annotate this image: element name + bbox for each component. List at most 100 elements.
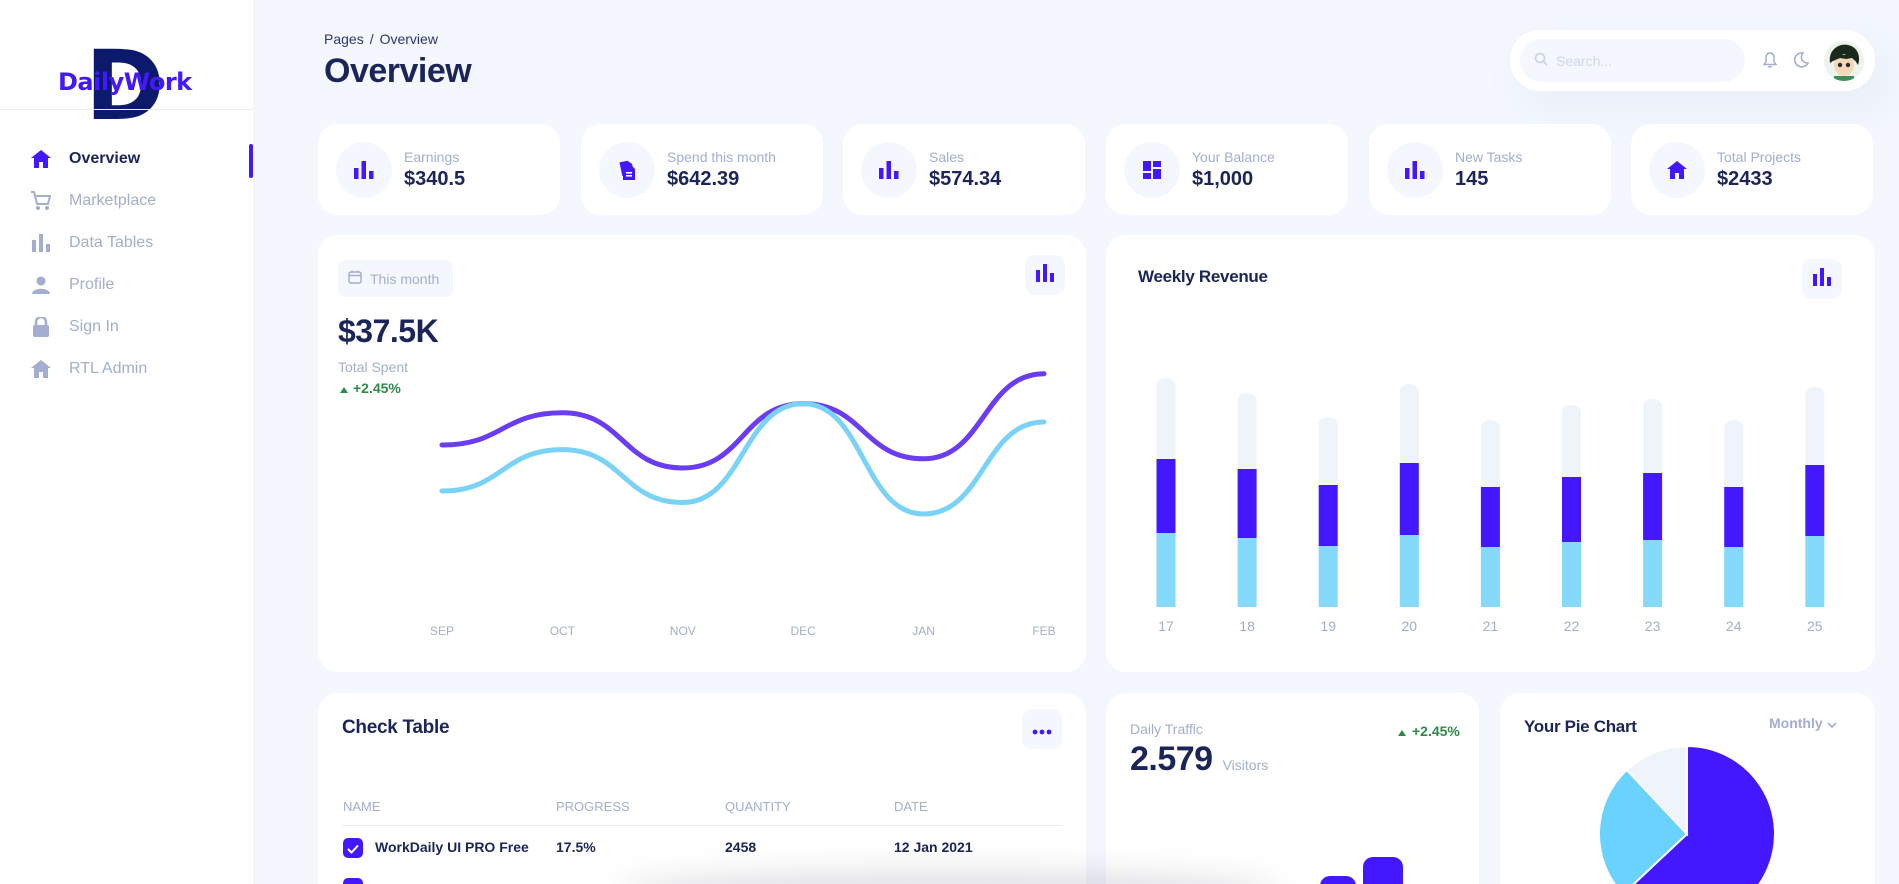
- home-icon: [30, 148, 52, 170]
- bar-segment-19-2[interactable]: [1318, 485, 1338, 546]
- row-checkbox[interactable]: [343, 878, 363, 884]
- search-box: [1520, 39, 1745, 82]
- avatar[interactable]: [1824, 41, 1864, 81]
- bar-segment-25-1[interactable]: [1805, 536, 1825, 607]
- stat-card-sales: Sales $574.34: [843, 124, 1085, 215]
- bar-segment-22-1[interactable]: [1562, 542, 1581, 607]
- bar-segment-23-1[interactable]: [1643, 540, 1663, 607]
- bar-segment-21-1[interactable]: [1480, 547, 1500, 607]
- bar-cap: [1562, 405, 1581, 419]
- bar-segment-24-1[interactable]: [1724, 547, 1744, 607]
- breadcrumb-current[interactable]: Overview: [379, 31, 438, 47]
- bar-segment-21-2[interactable]: [1480, 487, 1500, 547]
- search-input[interactable]: [1556, 52, 1726, 69]
- x-tick-label: SEP: [430, 624, 454, 638]
- x-tick-label: 24: [1726, 618, 1742, 634]
- top-toolbar: [1510, 30, 1875, 91]
- bar-segment-18-1[interactable]: [1237, 538, 1257, 607]
- stat-value: $642.39: [667, 167, 740, 190]
- bell-icon[interactable]: [1760, 50, 1780, 70]
- bar-segment-23-3[interactable]: [1643, 406, 1663, 473]
- column-header-name[interactable]: NAME: [343, 799, 381, 814]
- bar-chart-icon: [1036, 264, 1054, 286]
- sidebar-item-label: Marketplace: [69, 192, 157, 209]
- sidebar-item-overview[interactable]: Overview: [0, 138, 253, 180]
- bar-cap: [1399, 384, 1419, 398]
- column-header-date[interactable]: DATE: [894, 799, 928, 814]
- pie-slice-2[interactable]: [1598, 768, 1689, 884]
- weekly-revenue-bar-chart: 17 18 19 20 21 22 23 24 25: [1156, 378, 1825, 634]
- bar-segment-24-3[interactable]: [1724, 427, 1744, 487]
- x-tick-label: DEC: [791, 624, 817, 638]
- bar-segment-22-2[interactable]: [1562, 477, 1581, 542]
- cell-progress: 17.5%: [556, 839, 596, 855]
- bar-segment-25-2[interactable]: [1805, 465, 1825, 536]
- breadcrumb-parent[interactable]: Pages: [324, 31, 364, 47]
- search-icon: [1534, 51, 1548, 70]
- bar-segment-17-1[interactable]: [1156, 533, 1176, 607]
- bar-cap: [1318, 417, 1338, 431]
- check-table-title: Check Table: [342, 717, 450, 738]
- stat-card-balance: Your Balance $1,000: [1106, 124, 1348, 215]
- home-icon: [1649, 141, 1705, 198]
- bar-cap: [1643, 399, 1663, 413]
- logo-letter: D: [85, 30, 165, 142]
- bar-segment-17-2[interactable]: [1156, 459, 1176, 533]
- daily-traffic-value: 2.579: [1130, 740, 1213, 778]
- period-dropdown[interactable]: Monthly: [1769, 715, 1837, 731]
- bar-segment-21-3[interactable]: [1480, 427, 1500, 487]
- x-tick-label: 22: [1564, 618, 1580, 634]
- bar-chart-icon: [1387, 141, 1443, 198]
- bar-segment-19-1[interactable]: [1318, 546, 1338, 607]
- bar-cap: [1724, 420, 1744, 434]
- bar-segment-17-3[interactable]: [1156, 385, 1176, 459]
- row-checkbox[interactable]: [343, 838, 363, 858]
- more-button[interactable]: [1022, 709, 1062, 749]
- stat-label: New Tasks: [1455, 148, 1523, 165]
- x-tick-label: JAN: [912, 624, 935, 638]
- pie-slice-1[interactable]: [1623, 744, 1776, 884]
- sidebar-item-marketplace[interactable]: Marketplace: [0, 180, 253, 222]
- sidebar-item-profile[interactable]: Profile: [0, 264, 253, 306]
- table-header-divider: [342, 825, 1062, 826]
- column-header-quantity[interactable]: QUANTITY: [725, 799, 791, 814]
- stat-label: Sales: [929, 148, 965, 165]
- line-series-2: [439, 401, 1047, 517]
- stat-value: $574.34: [929, 167, 1002, 190]
- column-header-progress[interactable]: PROGRESS: [556, 799, 630, 814]
- sidebar-item-data-tables[interactable]: Data Tables: [0, 222, 253, 264]
- home-icon: [30, 358, 52, 380]
- traffic-bar: [1320, 876, 1356, 884]
- bar-segment-20-3[interactable]: [1399, 391, 1419, 463]
- stat-value: 145: [1455, 167, 1489, 190]
- period-button[interactable]: This month: [338, 260, 453, 297]
- x-tick-label: 17: [1158, 618, 1174, 634]
- bar-segment-20-2[interactable]: [1399, 463, 1419, 535]
- moon-icon[interactable]: [1791, 50, 1811, 70]
- x-tick-label: OCT: [550, 624, 576, 638]
- logo[interactable]: D DailyWork: [0, 38, 253, 134]
- bar-segment-25-3[interactable]: [1805, 394, 1825, 465]
- chart-options-button[interactable]: [1802, 259, 1842, 299]
- bar-segment-23-2[interactable]: [1643, 473, 1663, 540]
- sidebar-item-sign-in[interactable]: Sign In: [0, 306, 253, 348]
- chart-options-button[interactable]: [1025, 255, 1065, 295]
- bar-chart-icon: [30, 232, 52, 254]
- sidebar: D DailyWork Overview Marketplace Data Ta…: [0, 0, 253, 884]
- bar-chart-icon: [861, 141, 917, 198]
- stat-value: $1,000: [1192, 167, 1254, 190]
- stat-card-total-projects: Total Projects $2433: [1631, 124, 1873, 215]
- bar-segment-20-1[interactable]: [1399, 535, 1419, 607]
- floating-shadow: [620, 870, 1280, 884]
- cell-date: 12 Jan 2021: [894, 839, 973, 855]
- bar-segment-19-3[interactable]: [1318, 424, 1338, 485]
- person-icon: [30, 274, 52, 296]
- bar-segment-18-2[interactable]: [1237, 469, 1257, 538]
- pie-slice-3[interactable]: [1625, 744, 1688, 837]
- bar-segment-18-3[interactable]: [1237, 400, 1257, 469]
- bar-segment-24-2[interactable]: [1724, 487, 1744, 547]
- sidebar-item-rtl-admin[interactable]: RTL Admin: [0, 348, 253, 390]
- total-spent-line-chart: SEP OCT NOV DEC JAN FEB: [430, 371, 1056, 638]
- bar-segment-22-3[interactable]: [1562, 412, 1581, 477]
- x-tick-label: 19: [1320, 618, 1336, 634]
